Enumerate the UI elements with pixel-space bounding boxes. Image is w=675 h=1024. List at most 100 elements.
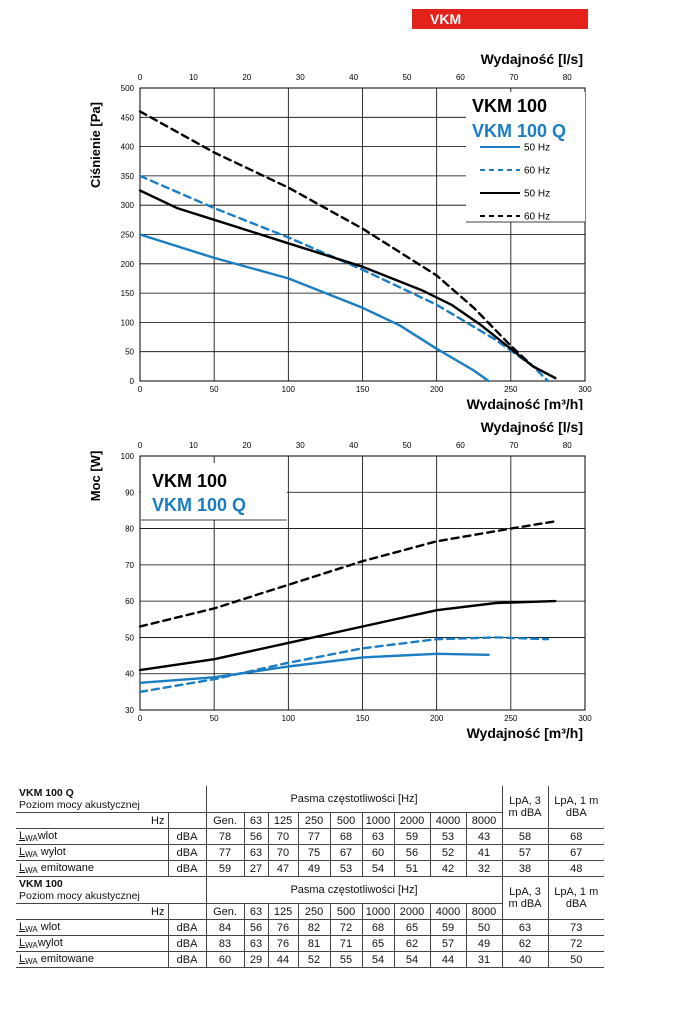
lwa-subscript: WA — [25, 941, 38, 950]
lwa-symbol: LWA — [19, 862, 38, 875]
row-value: 78 — [205, 828, 245, 845]
band-header: 4000 — [429, 903, 467, 920]
row-lpa1: 68 — [547, 828, 605, 845]
legend-entry-label: 50 Hz — [524, 143, 550, 154]
row-value: 70 — [267, 844, 299, 861]
table-row: LWA emitowane dBA 60 29 44 52 55 54 54 44 31 40 50 — [16, 951, 605, 968]
lwa-symbol: LWA — [19, 846, 38, 859]
row-value: 76 — [267, 935, 299, 952]
row-lpa1: 72 — [547, 935, 605, 952]
bands-header: Pasma częstotliwości [Hz] — [205, 877, 503, 904]
row-value: 77 — [205, 844, 245, 861]
x2-tick-label: 10 — [189, 441, 198, 450]
y-tick-label: 450 — [121, 113, 135, 122]
band-header: Gen. — [205, 812, 245, 829]
row-label-cell: LWA emitowane — [16, 951, 169, 968]
row-value: 77 — [297, 828, 331, 845]
row-value: 63 — [361, 828, 395, 845]
x2-tick-label: 50 — [403, 441, 412, 450]
band-header: 250 — [297, 903, 331, 920]
y-tick-label: 400 — [121, 143, 135, 152]
row-value: 59 — [393, 828, 431, 845]
band-header: 500 — [329, 903, 363, 920]
x-tick-label: 50 — [210, 714, 219, 723]
x2-tick-label: 0 — [138, 441, 143, 450]
y-tick-label: 90 — [125, 488, 134, 497]
row-value: 68 — [329, 828, 363, 845]
y-tick-label: 80 — [125, 525, 134, 534]
x-tick-label: 100 — [282, 714, 296, 723]
row-value: 55 — [329, 951, 363, 968]
lwa-subscript: WA — [25, 866, 38, 875]
lpa1-header: LpA, 1 m dBA — [547, 877, 605, 920]
row-value: 51 — [393, 860, 431, 877]
y-tick-label: 50 — [125, 633, 134, 642]
x-tick-label: 0 — [138, 714, 143, 723]
lwa-subscript: WA — [25, 834, 38, 843]
x-tick-label: 150 — [356, 385, 370, 394]
y-tick-label: 100 — [121, 452, 135, 461]
lwa-symbol: LWA — [19, 830, 38, 843]
y-tick-label: 100 — [121, 318, 135, 327]
band-header: 4000 — [429, 812, 467, 829]
lwa-subscript: WA — [25, 850, 38, 859]
row-value: 75 — [297, 844, 331, 861]
y-tick-label: 70 — [125, 561, 134, 570]
table-row: LWA wlot dBA 84 56 76 82 72 68 65 59 50 63 73 — [16, 919, 605, 936]
lwa-subscript: WA — [25, 925, 38, 934]
row-value: 59 — [429, 919, 467, 936]
row-value: 53 — [429, 828, 467, 845]
row-lpa3: 62 — [501, 935, 549, 952]
x2-tick-label: 30 — [296, 441, 305, 450]
x2-tick-label: 20 — [242, 441, 251, 450]
band-header: 2000 — [393, 812, 431, 829]
table-row: LWA emitowane dBA 59 27 47 49 53 54 51 42 32 38 48 — [16, 860, 605, 877]
row-value: 42 — [429, 860, 467, 877]
table-row: LWAwylot dBA 83 63 76 81 71 65 62 57 49 62 72 — [16, 935, 605, 952]
band-header: 8000 — [465, 903, 503, 920]
lwa-symbol: LWA — [19, 953, 38, 966]
series-line-4 — [138, 110, 557, 380]
y-axis-label: Ciśnienie [Pa] — [88, 102, 103, 188]
hz-label: Hz — [16, 903, 169, 920]
x-tick-label: 300 — [578, 385, 592, 394]
row-value: 56 — [243, 919, 269, 936]
row-lpa1: 67 — [547, 844, 605, 861]
row-lpa1: 48 — [547, 860, 605, 877]
legend-box — [466, 92, 585, 222]
legend-box — [141, 463, 287, 520]
model-label-vkm100q: VKM 100 Q — [152, 495, 246, 515]
lwa-subscript: WA — [25, 957, 38, 966]
series-line-3 — [138, 599, 557, 672]
row-value: 62 — [393, 935, 431, 952]
row-unit: dBA — [167, 919, 207, 936]
model-tag: VKM — [412, 9, 588, 29]
band-header: Gen. — [205, 903, 245, 920]
band-header: 1000 — [361, 812, 395, 829]
row-label: wylot — [37, 846, 66, 858]
row-value: 27 — [243, 860, 269, 877]
row-value: 84 — [205, 919, 245, 936]
row-unit: dBA — [167, 860, 207, 877]
table-subtitle: Poziom mocy akustycznej — [19, 890, 140, 902]
table-row: LWA wylot dBA 77 63 70 75 67 60 56 52 41 57 67 — [16, 844, 605, 861]
legend-entry-label: 60 Hz — [524, 212, 550, 223]
row-value: 43 — [465, 828, 503, 845]
series-line-1 — [138, 652, 490, 684]
x2-tick-label: 70 — [509, 441, 518, 450]
x2-tick-label: 40 — [349, 441, 358, 450]
row-value: 47 — [267, 860, 299, 877]
row-lpa1: 73 — [547, 919, 605, 936]
row-value: 60 — [361, 844, 395, 861]
row-value: 31 — [465, 951, 503, 968]
row-value: 52 — [429, 844, 467, 861]
row-label: emitowane — [37, 862, 94, 874]
row-value: 54 — [361, 951, 395, 968]
model-label-vkm100: VKM 100 — [152, 471, 227, 491]
table-model-title: VKM 100 Q — [19, 787, 74, 799]
row-value: 49 — [465, 935, 503, 952]
model-label-vkm100: VKM 100 — [472, 96, 547, 116]
row-value: 54 — [361, 860, 395, 877]
y-tick-label: 60 — [125, 597, 134, 606]
